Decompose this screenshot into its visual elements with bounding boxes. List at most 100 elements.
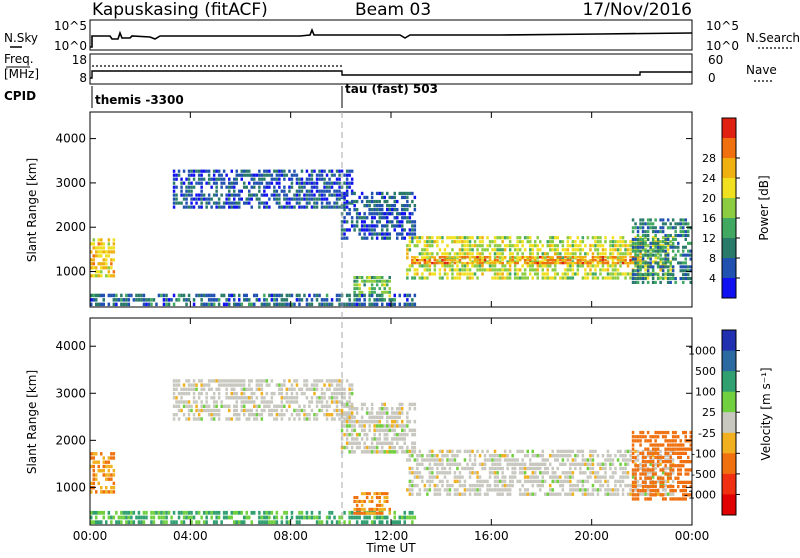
echo-cell <box>669 454 672 458</box>
echo-cell <box>671 458 675 462</box>
echo-cell <box>523 462 527 466</box>
echo-cell <box>604 261 607 265</box>
echo-cell <box>215 408 218 413</box>
echo-cell <box>551 471 554 475</box>
echo-cell <box>375 428 379 433</box>
echo-cell <box>353 287 356 291</box>
echo-cell <box>200 193 203 197</box>
echo-cell <box>453 462 457 466</box>
echo-cell <box>115 302 118 307</box>
echo-cell <box>526 475 529 479</box>
echo-cell <box>253 391 256 396</box>
echo-cell <box>370 220 374 224</box>
echo-cell <box>202 520 206 525</box>
echo-cell <box>574 458 577 462</box>
echo-cell <box>110 452 113 456</box>
echo-cell <box>383 428 386 433</box>
echo-cell <box>656 265 660 269</box>
echo-cell <box>631 261 635 265</box>
echo-cell <box>511 252 514 256</box>
echo-cell <box>293 379 296 383</box>
echo-cell <box>110 520 113 525</box>
echo-cell <box>222 201 226 205</box>
echo-cell <box>614 492 617 496</box>
echo-cell <box>619 466 622 471</box>
echo-cell <box>428 256 432 260</box>
echo-cell <box>536 462 539 466</box>
echo-cell <box>401 515 404 520</box>
echo-cell <box>200 185 203 189</box>
echo-cell <box>330 396 334 400</box>
colorbar-tick-label: 16 <box>702 212 716 225</box>
echo-cell <box>230 181 233 185</box>
echo-cell <box>350 177 354 181</box>
echo-cell <box>318 400 321 404</box>
echo-cell <box>273 177 276 181</box>
echo-cell <box>682 493 685 497</box>
echo-cell <box>426 252 429 256</box>
echo-cell <box>343 510 346 515</box>
echo-cell <box>584 492 587 496</box>
echo-cell <box>222 181 226 185</box>
echo-cell <box>531 454 534 458</box>
echo-cell <box>215 189 218 193</box>
echo-cell <box>102 469 105 473</box>
echo-cell <box>182 400 186 404</box>
echo-cell <box>461 236 464 240</box>
echo-cell <box>677 245 680 249</box>
echo-cell <box>378 276 381 279</box>
echo-cell <box>661 468 665 472</box>
echo-cell <box>516 268 519 272</box>
echo-cell <box>345 177 349 181</box>
echo-cell <box>496 244 499 248</box>
echo-cell <box>268 413 271 417</box>
echo-cell <box>265 205 269 209</box>
echo-cell <box>386 415 389 420</box>
echo-cell <box>140 520 143 525</box>
echo-cell <box>177 515 181 520</box>
echo-cell <box>180 293 183 298</box>
echo-cell <box>549 462 552 466</box>
echo-cell <box>115 520 118 525</box>
echo-cell <box>626 244 630 248</box>
echo-cell <box>463 256 467 259</box>
echo-cell <box>406 449 409 454</box>
echo-cell <box>531 244 534 248</box>
echo-cell <box>228 383 231 387</box>
echo-cell <box>604 458 607 462</box>
echo-cell <box>365 450 369 454</box>
echo-cell <box>659 230 662 234</box>
echo-cell <box>403 212 406 216</box>
echo-cell <box>381 290 384 294</box>
echo-cell <box>378 496 381 500</box>
echo-cell <box>436 454 439 458</box>
echo-cell <box>586 264 590 268</box>
echo-cell <box>373 520 376 525</box>
echo-cell <box>355 419 359 424</box>
echo-cell <box>338 520 341 525</box>
echo-cell <box>248 189 251 193</box>
echo-cell <box>639 222 642 226</box>
echo-cell <box>358 290 361 294</box>
echo-cell <box>200 387 203 391</box>
echo-cell <box>687 472 690 476</box>
echo-cell <box>348 510 351 515</box>
echo-cell <box>411 264 414 268</box>
echo-cell <box>313 205 316 209</box>
echo-cell <box>687 493 690 497</box>
echo-cell <box>659 260 662 264</box>
echo-cell <box>225 193 228 197</box>
echo-cell <box>646 253 650 257</box>
echo-cell <box>107 490 111 494</box>
echo-cell <box>260 181 264 185</box>
echo-cell <box>574 466 577 471</box>
echo-cell <box>142 520 146 525</box>
echo-cell <box>90 481 93 486</box>
echo-cell <box>235 400 238 404</box>
echo-cell <box>263 520 266 525</box>
echo-cell <box>461 466 464 471</box>
echo-cell <box>651 260 655 264</box>
echo-cell <box>626 475 630 479</box>
echo-cell <box>268 408 271 413</box>
echo-cell <box>428 244 432 248</box>
